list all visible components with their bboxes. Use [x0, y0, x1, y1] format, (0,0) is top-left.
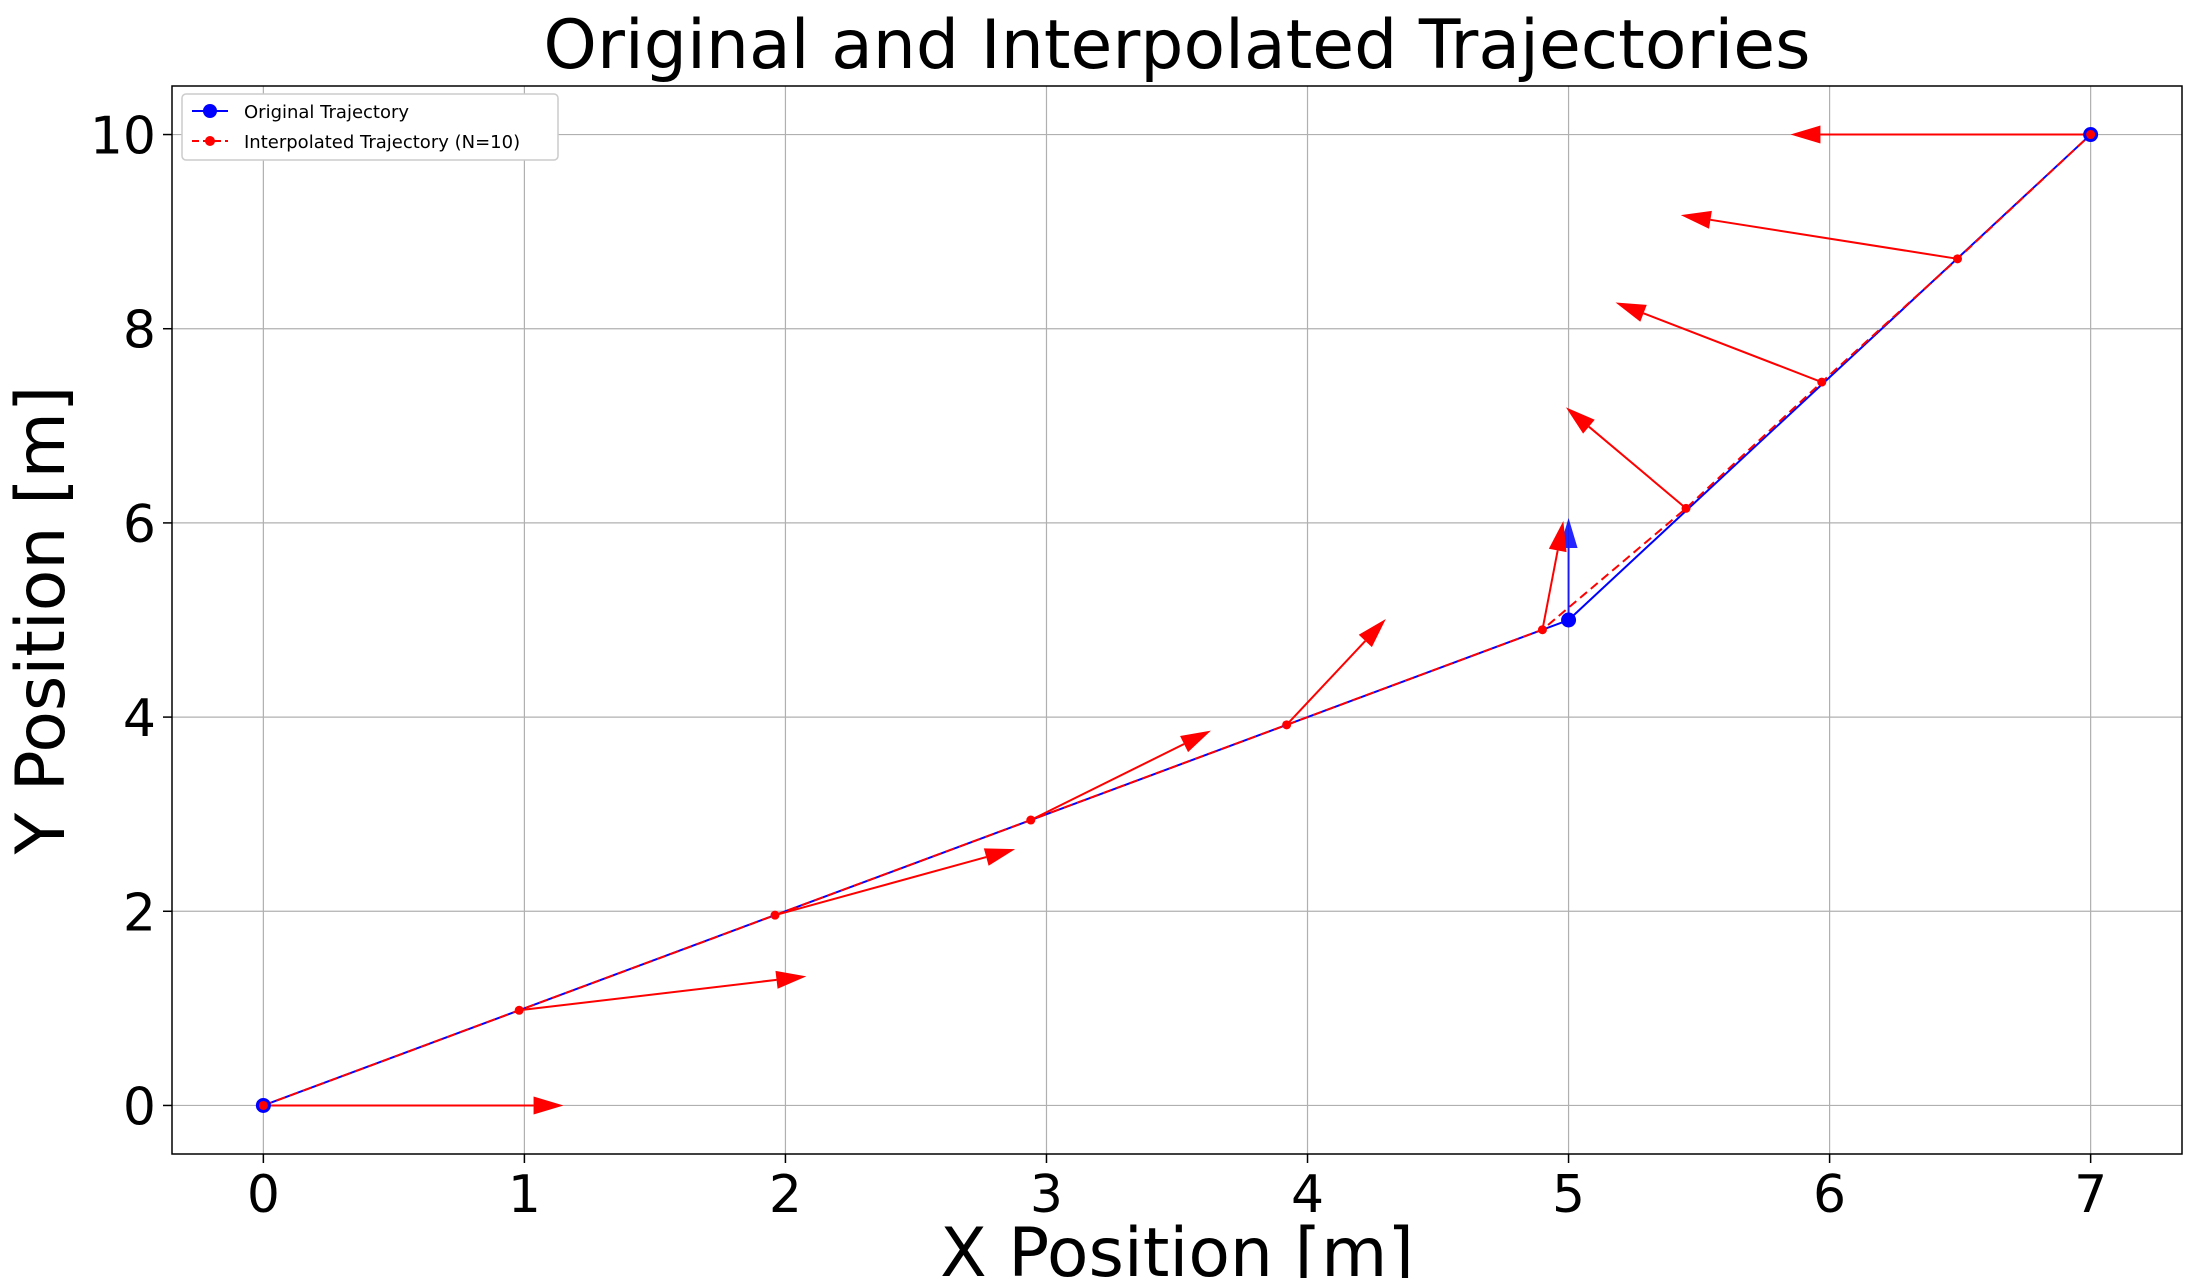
y-tick-label: 8: [123, 301, 156, 361]
interpolated-heading-arrow: [774, 848, 1016, 917]
x-tick-label: 4: [1291, 1165, 1324, 1225]
interpolated-heading-arrow-shaft: [774, 856, 987, 917]
x-tick-label: 2: [769, 1165, 802, 1225]
y-axis-label: Y Position [m]: [2, 386, 81, 856]
interpolated-trajectory-point: [1282, 720, 1292, 730]
interpolated-heading-arrow: [1680, 210, 1958, 260]
axis-ticks: 0 1 2 3 4 5 6 7 0 2 4 6 8 10: [90, 107, 2107, 1225]
original-trajectory-line: [263, 133, 2092, 1107]
interpolated-heading-arrow: [263, 1096, 564, 1115]
interpolated-heading-arrow-head: [983, 848, 1016, 866]
interpolated-heading-arrow: [1565, 407, 1687, 510]
plot-data: [255, 125, 2099, 1115]
x-tick-label: 5: [1552, 1165, 1585, 1225]
interpolated-trajectory-line: [263, 133, 2092, 1107]
interpolated-trajectory-point: [258, 1100, 268, 1110]
interpolated-heading-arrow-head: [775, 970, 807, 989]
interpolated-heading-arrow: [1285, 619, 1386, 726]
original-trajectory-point: [1561, 612, 1577, 628]
x-tick-label: 3: [1030, 1165, 1063, 1225]
y-tick-label: 0: [123, 1077, 156, 1137]
interpolated-trajectory-point: [1681, 503, 1691, 513]
interpolated-trajectory-point: [770, 910, 780, 920]
interpolated-heading-arrow-shaft: [1710, 218, 1958, 260]
interpolated-heading-arrow: [1790, 125, 2091, 144]
y-tick-label: 2: [123, 883, 156, 943]
interpolated-trajectory-point: [2086, 130, 2096, 140]
interpolated-heading-arrow-shaft: [1541, 550, 1559, 630]
interpolated-trajectory-point: [514, 1005, 524, 1015]
legend-interpolated-label: Interpolated Trajectory (N=10): [244, 132, 520, 153]
y-tick-label: 10: [90, 107, 156, 167]
y-tick-label: 6: [123, 495, 156, 555]
interpolated-heading-arrow-shaft: [1588, 425, 1687, 510]
interpolated-heading-arrow: [1615, 302, 1823, 384]
x-tick-label: 0: [247, 1165, 280, 1225]
x-tick-label: 6: [1813, 1165, 1846, 1225]
legend-box: [181, 93, 559, 161]
interpolated-trajectory-point: [1817, 377, 1827, 387]
interpolated-heading-arrow-head: [1680, 210, 1712, 229]
legend-original-label: Original Trajectory: [244, 102, 409, 123]
interpolated-heading-arrow: [519, 970, 807, 1012]
interpolated-heading-arrow-head: [1615, 302, 1647, 322]
plot-frame: [171, 85, 2183, 1155]
interpolated-heading-arrow: [1541, 520, 1567, 630]
interpolated-heading-arrow-shaft: [1030, 743, 1185, 821]
interpolated-heading-arrow-shaft: [1643, 312, 1823, 384]
interpolated-trajectory-point: [1026, 815, 1036, 825]
legend-interpolated-marker: [205, 136, 215, 146]
interpolated-heading-arrow-head: [1565, 407, 1595, 434]
chart-title: Original and Interpolated Trajectories: [543, 6, 1810, 85]
interpolated-heading-arrow-shaft: [1285, 640, 1367, 726]
interpolated-heading-arrow: [1030, 730, 1211, 821]
interpolated-heading-arrow-shaft: [519, 978, 777, 1012]
interpolated-heading-arrow-head: [1790, 125, 1821, 144]
x-axis-label: X Position [m]: [940, 1214, 1414, 1278]
x-tick-label: 7: [2074, 1165, 2107, 1225]
legend: Original Trajectory Interpolated Traject…: [181, 93, 559, 161]
interpolated-heading-arrow-head: [1548, 520, 1567, 553]
interpolated-heading-arrow-head: [1358, 619, 1386, 648]
interpolated-trajectory-point: [1953, 254, 1963, 264]
y-tick-label: 4: [123, 689, 156, 749]
interpolated-heading-arrow-head: [533, 1096, 564, 1115]
legend-original-marker: [203, 104, 217, 118]
x-tick-label: 1: [508, 1165, 541, 1225]
interpolated-trajectory-point: [1537, 625, 1547, 635]
interpolated-heading-arrow-head: [1180, 730, 1211, 753]
